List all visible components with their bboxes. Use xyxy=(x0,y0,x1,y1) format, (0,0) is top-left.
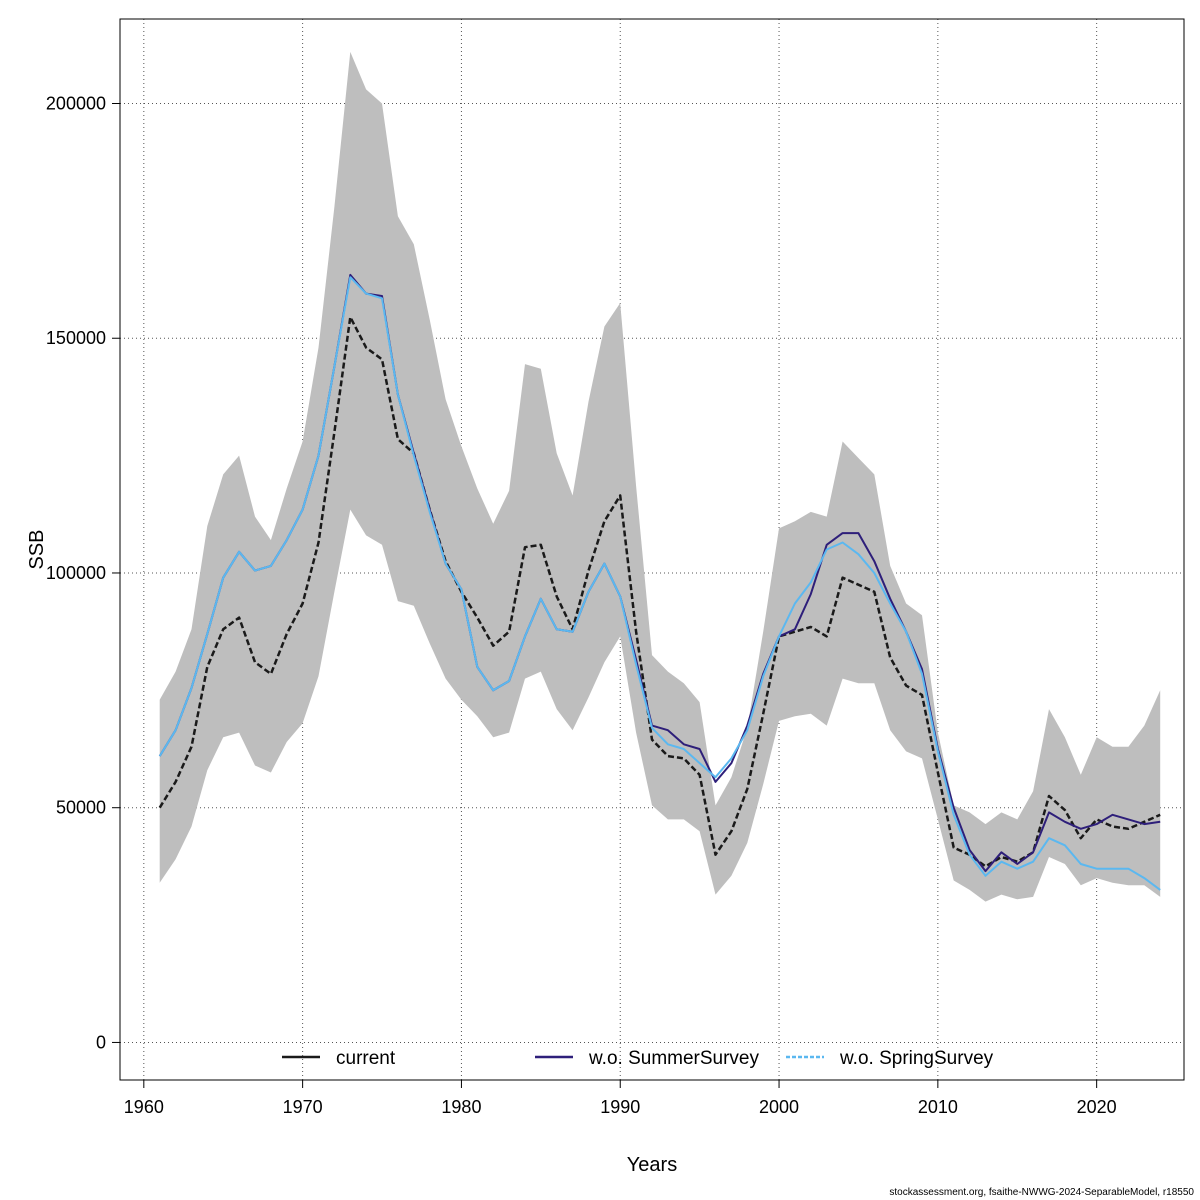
x-tick-label: 2010 xyxy=(918,1097,958,1117)
y-tick-label: 0 xyxy=(96,1032,106,1052)
y-axis: 0 50000 100000 150000 200000 xyxy=(46,94,121,1052)
x-axis-label: Years xyxy=(627,1154,677,1176)
x-tick-label: 2020 xyxy=(1077,1097,1117,1117)
x-axis: 1960 1970 1980 1990 2000 2010 2020 xyxy=(124,1079,1117,1117)
y-tick-label: 150000 xyxy=(46,328,106,348)
x-tick-label: 2000 xyxy=(759,1097,799,1117)
legend: current w.o. SummerSurvey w.o. SpringSurve… xyxy=(282,1048,994,1069)
y-tick-label: 50000 xyxy=(56,798,106,818)
legend-label-0: current xyxy=(336,1048,396,1069)
x-tick-label: 1980 xyxy=(441,1097,481,1117)
y-tick-label: 100000 xyxy=(46,563,106,583)
y-axis-label: SSB xyxy=(26,529,48,569)
series-lines xyxy=(158,273,1161,891)
confidence-band xyxy=(159,51,1161,902)
legend-label-2: w.o. SpringSurvey xyxy=(839,1048,994,1069)
series-line-2 xyxy=(158,276,1161,891)
x-tick-label: 1970 xyxy=(283,1097,323,1117)
x-tick-label: 1960 xyxy=(124,1097,164,1117)
footer-credit: stockassessment.org, fsaithe-NWWG-2024-S… xyxy=(889,1187,1194,1198)
y-tick-label: 200000 xyxy=(46,94,106,114)
grid-lines xyxy=(120,19,1184,1080)
legend-label-1: w.o. SummerSurvey xyxy=(588,1048,759,1069)
x-tick-label: 1990 xyxy=(600,1097,640,1117)
